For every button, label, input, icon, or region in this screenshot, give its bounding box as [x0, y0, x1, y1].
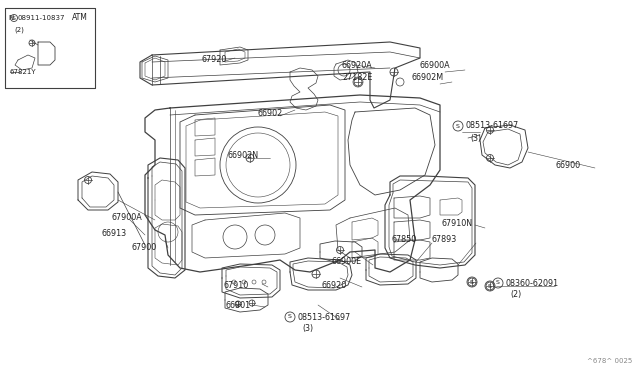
- Text: 66913: 66913: [102, 228, 127, 237]
- Text: 67821Y: 67821Y: [10, 69, 36, 75]
- Text: 66902M: 66902M: [412, 74, 444, 83]
- Text: 08360-62091: 08360-62091: [506, 279, 559, 288]
- Text: 08911-10837: 08911-10837: [18, 15, 65, 21]
- Text: S: S: [488, 283, 492, 289]
- Text: 67900A: 67900A: [112, 212, 143, 221]
- Text: S: S: [456, 124, 460, 128]
- Text: 66902: 66902: [258, 109, 284, 119]
- Text: S: S: [470, 279, 474, 285]
- Text: 67910: 67910: [224, 280, 249, 289]
- Text: 27182E: 27182E: [342, 74, 372, 83]
- Text: 66900: 66900: [556, 161, 581, 170]
- Text: 66901: 66901: [226, 301, 251, 310]
- Text: S: S: [288, 314, 292, 320]
- Text: (2): (2): [14, 27, 24, 33]
- Text: 66900A: 66900A: [420, 61, 451, 71]
- Text: 08513-61697: 08513-61697: [298, 312, 351, 321]
- Text: 67850: 67850: [392, 235, 417, 244]
- Text: (3): (3): [470, 134, 481, 142]
- Text: 67900: 67900: [132, 243, 157, 251]
- Text: 67910N: 67910N: [442, 219, 473, 228]
- Text: 66920A: 66920A: [342, 61, 372, 71]
- Text: 66920: 66920: [322, 280, 348, 289]
- Text: 66900E: 66900E: [332, 257, 362, 266]
- Text: 67893: 67893: [432, 235, 457, 244]
- Text: (2): (2): [510, 291, 521, 299]
- Text: (3): (3): [302, 324, 313, 334]
- Text: 67920: 67920: [202, 55, 227, 64]
- Text: ATM: ATM: [72, 13, 88, 22]
- Text: 66902N: 66902N: [228, 151, 259, 160]
- Text: N: N: [8, 15, 13, 21]
- Text: S: S: [496, 280, 500, 285]
- Text: 08513-61697: 08513-61697: [466, 122, 519, 131]
- Text: S: S: [12, 16, 16, 20]
- Text: ^678^ 0025: ^678^ 0025: [587, 358, 632, 364]
